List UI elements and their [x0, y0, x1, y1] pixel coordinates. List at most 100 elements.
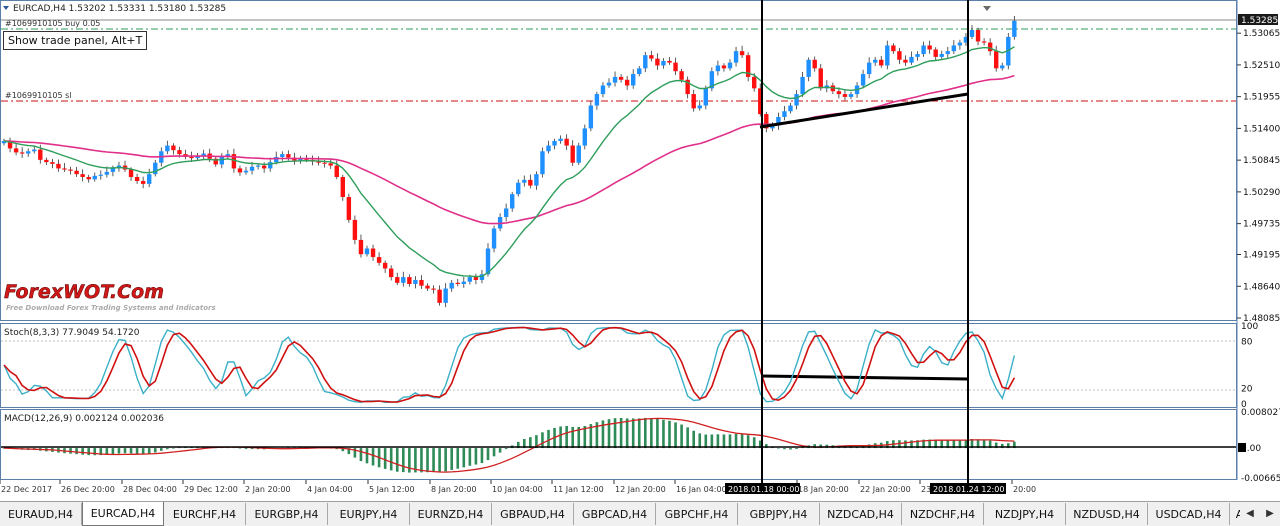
candle-body: [552, 140, 557, 146]
candle-body: [885, 45, 890, 66]
macd-bar: [577, 426, 581, 449]
tab-eurcad-h4[interactable]: EURCAD,H4: [82, 502, 164, 526]
macd-bar: [746, 435, 750, 449]
stoch-panel: [0, 323, 1237, 408]
tab-eurgbp-h4[interactable]: EURGBP,H4: [246, 503, 328, 525]
tab-usdcad-h4[interactable]: USDCAD,H4: [1148, 503, 1230, 525]
price-chart[interactable]: EURCAD,H4 1.53202 1.53331 1.53180 1.5328…: [0, 0, 1280, 500]
price-tick-label: 1.53065: [1243, 29, 1280, 39]
macd-bar: [668, 420, 671, 449]
candle-body: [437, 289, 442, 303]
macd-bar: [789, 448, 792, 450]
fast-moving-average-line: [3, 46, 1015, 278]
tab-nzdchf-h4[interactable]: NZDCHF,H4: [902, 503, 984, 525]
marker2-badge: [930, 483, 1006, 494]
time-tick-label: 28 Dec 04:00: [123, 485, 177, 494]
candle-body: [558, 138, 563, 141]
candle-body: [715, 65, 721, 72]
price-badge: [1238, 14, 1278, 25]
macd-bar: [922, 439, 925, 449]
candle-body: [431, 288, 436, 290]
macd-bar: [395, 448, 399, 472]
candle-body: [818, 68, 823, 89]
macd-bar: [813, 444, 816, 449]
macd-bar: [752, 437, 756, 449]
candle-body: [443, 288, 448, 303]
macd-bar: [516, 441, 520, 449]
candle-body: [1000, 65, 1005, 69]
candle-body: [128, 169, 134, 178]
candle-body: [963, 36, 969, 43]
macd-bar: [105, 448, 109, 455]
macd-tick-label: 0.00: [1241, 444, 1261, 454]
trade-panel-tooltip: Show trade panel, Alt+T: [3, 31, 148, 50]
candle-body: [316, 161, 321, 163]
price-tick-label: 1.52510: [1243, 61, 1280, 71]
macd-bar: [740, 433, 744, 449]
candle-body: [413, 279, 418, 284]
macd-bar: [952, 440, 956, 449]
stoch-header: Stoch(8,3,3) 77.9049 54.1720: [4, 328, 140, 338]
marker2-label: 2018.01.24 12:00: [933, 485, 1004, 494]
tab-gbpcad-h4[interactable]: GBPCAD,H4: [574, 503, 656, 525]
scroll-left-icon[interactable]: ◀: [1246, 508, 1254, 519]
candle-body: [110, 168, 116, 172]
candle-body: [485, 248, 491, 275]
candle-body: [891, 45, 896, 52]
macd-bar: [547, 429, 550, 449]
price-tick-label: 1.49735: [1243, 220, 1280, 230]
candle-body: [255, 165, 261, 167]
time-tick-label: 22 Dec 2017: [1, 485, 52, 494]
candle-body: [951, 45, 957, 52]
macd-header: MACD(12,26,9) 0.002124 0.002036: [4, 414, 164, 424]
macd-bar: [371, 448, 375, 466]
candle-body: [389, 268, 394, 278]
tab-euraud-h4[interactable]: EURAUD,H4: [0, 503, 82, 525]
macd-bar: [1000, 443, 1004, 449]
candle-body: [56, 163, 61, 169]
tab-nzdjpy-h4[interactable]: NZDJPY,H4: [984, 503, 1066, 525]
candle-body: [491, 228, 497, 249]
candle-body: [140, 181, 146, 184]
tab-eurnzd-h4[interactable]: EURNZD,H4: [410, 503, 492, 525]
price-tick-label: 1.51955: [1243, 93, 1280, 103]
scroll-right-icon[interactable]: ▶: [1266, 508, 1274, 519]
candle-body: [873, 59, 878, 63]
tab-scroll[interactable]: ◀ ▶: [1240, 502, 1280, 525]
candle-body: [461, 281, 466, 284]
time-tick-label: 18 Jan 20:00: [798, 485, 849, 494]
macd-tick-label: -0.006657: [1241, 474, 1280, 484]
candle-body: [219, 156, 224, 165]
candle-body: [225, 154, 231, 157]
candle-body: [631, 74, 636, 86]
macd-bar: [250, 448, 254, 450]
time-tick-label: 29 Dec 12:00: [184, 485, 238, 494]
price-axis: 1.53065 1.52510 1.51955 1.51400 1.50845 1.502…: [1237, 29, 1280, 324]
tab-gbpchf-h4[interactable]: GBPCHF,H4: [656, 503, 738, 525]
time-tick-label: 26 Dec 20:00: [61, 485, 115, 494]
macd-bar: [698, 433, 702, 449]
candle-body: [50, 162, 55, 164]
sl-label: #1069910105 sl: [5, 91, 72, 100]
candle-body: [969, 30, 975, 37]
macd-bar: [129, 448, 133, 454]
candle-body: [455, 282, 460, 284]
candle-body: [62, 168, 67, 170]
candle-body: [237, 168, 243, 173]
collapse-triangle-icon[interactable]: [3, 6, 9, 10]
tab-nzdusd-h4[interactable]: NZDUSD,H4: [1066, 503, 1148, 525]
candle-body: [758, 88, 763, 115]
macd-bar: [359, 448, 363, 462]
tab-gbpaud-h4[interactable]: GBPAUD,H4: [492, 503, 574, 525]
tab-eurjpy-h4[interactable]: EURJPY,H4: [328, 503, 410, 525]
macd-bar: [244, 448, 248, 449]
candle-body: [981, 41, 987, 43]
candle-body: [697, 105, 702, 109]
macd-bar: [728, 434, 732, 449]
macd-bar: [438, 448, 441, 473]
tab-eurchf-h4[interactable]: EURCHF,H4: [164, 503, 246, 525]
tab-gbpjpy-h4[interactable]: GBPJPY,H4: [738, 503, 820, 525]
tab-nzdcad-h4[interactable]: NZDCAD,H4: [820, 503, 902, 525]
chart-shift-icon[interactable]: [983, 6, 991, 11]
macd-bar: [970, 438, 974, 449]
